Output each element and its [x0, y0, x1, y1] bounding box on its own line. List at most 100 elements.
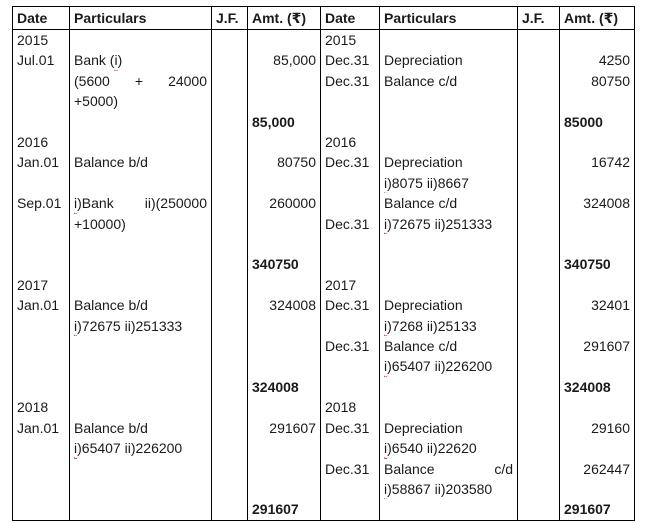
debit-particulars-text: Balance b/d [74, 154, 148, 171]
debit-jf [211, 152, 248, 173]
credit-particulars: i)8075 ii)8667 [379, 172, 518, 194]
ledger-row: +10000) Dec.31 i)72675 ii)251333 [12, 213, 635, 235]
ledger-row: i)72675 ii)251333 i)7268 ii)25133 [12, 315, 635, 337]
credit-date-text: Dec.31 [325, 215, 370, 232]
debit-particulars [69, 376, 212, 398]
debit-date [12, 315, 70, 337]
credit-date: Dec.31 [320, 458, 380, 479]
debit-jf [211, 29, 248, 51]
debit-particulars [69, 478, 212, 500]
credit-date [320, 172, 380, 194]
credit-amount-text: 4250 [598, 52, 630, 69]
debit-amount [247, 356, 321, 377]
credit-particulars: i)7268 ii)25133 [379, 315, 518, 337]
ledger-row: 2018 2018 [12, 397, 635, 418]
credit-amount-text: 340750 [564, 256, 611, 273]
credit-amount: 85000 [559, 111, 635, 133]
debit-date [12, 213, 70, 235]
debit-jf [211, 254, 248, 275]
debit-particulars: Balance b/d [69, 152, 212, 173]
debit-particulars [69, 234, 212, 255]
debit-particulars-text: i)72675 ii)251333 [74, 317, 183, 334]
credit-date: 2018 [320, 397, 380, 418]
debit-date [12, 111, 70, 133]
debit-particulars-text: +10000) [74, 215, 126, 232]
credit-date [320, 315, 380, 337]
debit-amount [247, 234, 321, 255]
credit-particulars-text: i)6540 ii)22620 [384, 440, 477, 457]
ledger-row: Dec.31 Balance c/d 262447 [12, 458, 635, 479]
credit-date [320, 438, 380, 459]
credit-jf [517, 376, 560, 398]
header-amount: Amt. (₹) [247, 6, 321, 30]
credit-jf [517, 499, 560, 521]
debit-jf [211, 315, 248, 337]
debit-date-text: 2015 [17, 32, 49, 48]
debit-particulars [69, 356, 212, 377]
debit-jf [211, 478, 248, 500]
credit-amount [559, 132, 635, 153]
debit-jf [211, 356, 248, 377]
credit-jf [517, 70, 560, 92]
debit-particulars [69, 458, 212, 479]
credit-date-text: Dec.31 [325, 154, 370, 171]
credit-particulars: i)72675 ii)251333 [379, 213, 518, 235]
credit-date-text: 2017 [325, 276, 357, 293]
debit-amount-text: 85,000 [273, 52, 316, 69]
credit-amount-text: 32401 [591, 297, 630, 314]
credit-amount: 291607 [559, 336, 635, 357]
credit-date: Dec.31 [320, 213, 380, 235]
credit-jf [517, 234, 560, 255]
debit-particulars: Balance b/d [69, 295, 212, 316]
credit-particulars-text: Depreciation [384, 52, 463, 69]
credit-date [320, 376, 380, 398]
credit-amount-text: 85000 [564, 113, 603, 130]
debit-date [12, 458, 70, 479]
credit-particulars [379, 397, 518, 418]
credit-date-text: Dec.31 [325, 419, 370, 436]
credit-date: Dec.31 [320, 70, 380, 92]
debit-date [12, 70, 70, 92]
debit-amount-text: 340750 [252, 256, 299, 273]
credit-jf [517, 172, 560, 194]
credit-amount [559, 438, 635, 459]
credit-date: Dec.31 [320, 295, 380, 316]
debit-amount [247, 458, 321, 479]
credit-amount: 16742 [559, 152, 635, 173]
debit-jf [211, 376, 248, 398]
debit-date: Sep.01 [12, 193, 70, 214]
credit-amount: 4250 [559, 50, 635, 71]
debit-particulars: i)65407 ii)226200 [69, 438, 212, 459]
credit-particulars: Depreciation [379, 152, 518, 173]
credit-amount-text: 262447 [583, 460, 630, 477]
debit-particulars: i)72675 ii)251333 [69, 315, 212, 337]
debit-date: Jul.01 [12, 50, 70, 71]
debit-amount: 260000 [247, 193, 321, 214]
debit-date-text: Jan.01 [17, 419, 60, 436]
credit-particulars [379, 499, 518, 521]
credit-amount [559, 91, 635, 112]
credit-particulars [379, 91, 518, 112]
debit-jf [211, 50, 248, 71]
debit-date-text: Jan.01 [17, 154, 60, 171]
credit-particulars [379, 132, 518, 153]
debit-jf [211, 438, 248, 459]
credit-particulars [379, 234, 518, 255]
credit-date [320, 193, 380, 214]
credit-amount: 340750 [559, 254, 635, 275]
debit-particulars [69, 336, 212, 357]
debit-particulars: i)Bank ii)(250000 [69, 193, 212, 214]
credit-jf [517, 417, 560, 439]
debit-particulars-text: i)65407 ii)226200 [74, 440, 183, 457]
credit-amount [559, 274, 635, 296]
credit-particulars: Depreciation [379, 50, 518, 71]
debit-date: Jan.01 [12, 417, 70, 439]
debit-date-text: Jan.01 [17, 297, 60, 314]
credit-jf [517, 336, 560, 357]
credit-amount: 29160 [559, 417, 635, 439]
debit-particulars-part: ii)(250000 [144, 195, 207, 212]
credit-jf [517, 274, 560, 296]
debit-date: 2015 [12, 29, 70, 51]
debit-amount [247, 315, 321, 337]
debit-date [12, 336, 70, 357]
